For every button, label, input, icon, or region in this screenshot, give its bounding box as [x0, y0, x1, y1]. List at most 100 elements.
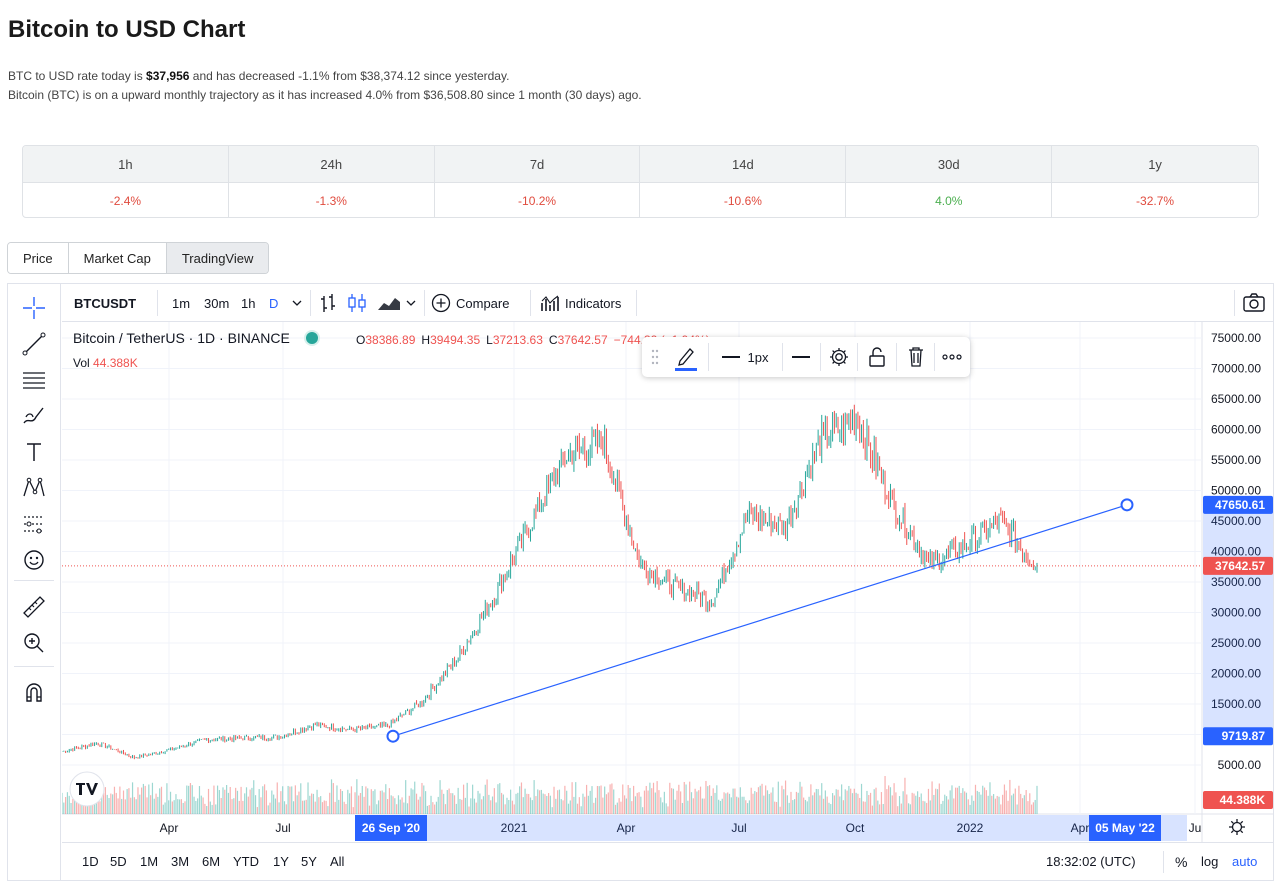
volume-bar: [839, 796, 841, 814]
volume-bar: [801, 786, 803, 814]
range-5d[interactable]: 5D: [110, 854, 127, 869]
compare-button[interactable]: Compare: [431, 284, 509, 322]
volume-bar: [622, 784, 624, 814]
volume-bar: [1018, 785, 1020, 814]
volume-bar: [982, 785, 984, 814]
range-1m[interactable]: 1M: [140, 854, 159, 869]
volume-bar: [654, 792, 656, 814]
drag-handle-icon[interactable]: [650, 337, 660, 377]
log-scale-toggle[interactable]: log: [1201, 854, 1219, 869]
volume-bar: [1027, 801, 1029, 814]
prediction-icon[interactable]: [21, 511, 47, 537]
crosshair-icon[interactable]: [21, 295, 47, 321]
volume-bar: [804, 799, 807, 814]
emoji-icon[interactable]: [21, 547, 47, 573]
more-icon[interactable]: [938, 337, 966, 377]
range-1y[interactable]: 1Y: [273, 854, 289, 869]
toolbar-divider: [857, 343, 858, 371]
symbol-search-button[interactable]: BTCUSDT: [74, 295, 137, 311]
tab-tradingview[interactable]: TradingView: [166, 243, 269, 273]
interval-30m[interactable]: 30m: [204, 295, 230, 311]
volume-bar: [399, 799, 401, 814]
auto-scale-toggle[interactable]: auto: [1232, 854, 1258, 869]
price-chart[interactable]: 75000.00 70000.00 65000.00 60000.00 55000.00…: [62, 322, 1273, 842]
line-color-icon[interactable]: [672, 337, 700, 377]
trend-line-icon[interactable]: [21, 331, 47, 357]
range-5y[interactable]: 5Y: [301, 854, 317, 869]
volume-bar: [687, 800, 689, 814]
percent-scale-toggle[interactable]: %: [1175, 853, 1188, 870]
line-style-button[interactable]: [784, 337, 818, 377]
volume-bar: [500, 792, 503, 814]
volume-label: Vol: [73, 356, 90, 370]
summary-text: and has decreased -1.1% from $38,374.12 …: [189, 69, 510, 83]
volume-bar: [462, 784, 465, 814]
volume-bar: [743, 796, 745, 814]
ruler-icon[interactable]: [21, 594, 47, 620]
volume-bar: [93, 800, 96, 814]
volume-bar: [274, 798, 277, 814]
volume-bar: [430, 795, 432, 814]
camera-icon[interactable]: [1242, 284, 1266, 322]
trash-icon[interactable]: [902, 337, 930, 377]
volume-bar: [188, 785, 190, 814]
text-tool-icon[interactable]: [21, 439, 47, 465]
volume-bar: [1000, 804, 1002, 814]
volume-bar: [994, 798, 996, 814]
utc-clock[interactable]: 18:32:02 (UTC): [1046, 854, 1136, 869]
interval-1m[interactable]: 1m: [172, 295, 191, 311]
volume-bar: [660, 797, 662, 814]
range-all[interactable]: All: [330, 854, 345, 869]
bar-chart-type-icon[interactable]: [318, 284, 338, 322]
volume-bar: [381, 790, 383, 814]
volume-bar: [222, 787, 224, 814]
volume-bar: [596, 786, 599, 814]
volume-bar: [439, 780, 441, 814]
volume-bar: [676, 790, 678, 814]
volume-bar: [215, 804, 217, 814]
volume-bar: [862, 801, 864, 814]
interval-D[interactable]: D: [269, 295, 279, 311]
fib-retracement-icon[interactable]: [21, 367, 47, 393]
trend-line-start-handle: [386, 729, 400, 743]
volume-bar: [403, 802, 405, 814]
magnet-icon[interactable]: [21, 680, 47, 706]
candles-chart-type-icon[interactable]: [346, 284, 368, 322]
range-1d[interactable]: 1D: [82, 854, 99, 869]
indicators-button[interactable]: Indicators: [540, 284, 621, 322]
interval-1h[interactable]: 1h: [241, 295, 256, 311]
tab-market-cap[interactable]: Market Cap: [68, 243, 167, 273]
volume-bar: [486, 779, 488, 814]
chevron-down-icon[interactable]: [405, 284, 417, 322]
volume-bar: [757, 787, 760, 814]
volume-bar: [150, 795, 152, 814]
line-width-button[interactable]: 1px: [714, 337, 776, 377]
tab-price[interactable]: Price: [8, 243, 69, 273]
volume-bar: [263, 784, 266, 814]
volume-bar: [493, 788, 495, 814]
volume-bar: [227, 792, 230, 814]
volume-bar: [401, 797, 403, 814]
settings-gear-icon[interactable]: [825, 337, 853, 377]
volume-bar: [661, 802, 664, 814]
unlock-icon[interactable]: [863, 337, 891, 377]
volume-bar: [180, 799, 182, 814]
range-ytd[interactable]: YTD: [233, 854, 259, 869]
volume-bar: [374, 789, 376, 814]
volume-badge: 44.388K: [1220, 793, 1266, 807]
volume-bar: [323, 800, 325, 814]
volume-bar: [953, 798, 955, 814]
time-tick-label: Jul: [731, 821, 746, 835]
area-chart-type-icon[interactable]: [376, 284, 402, 322]
brush-icon[interactable]: [21, 403, 47, 429]
range-3m[interactable]: 3M: [171, 854, 190, 869]
volume-bar: [307, 782, 309, 814]
volume-bar: [296, 795, 298, 814]
zoom-in-icon[interactable]: [21, 630, 47, 656]
pattern-icon[interactable]: [21, 475, 47, 501]
volume-bar: [103, 792, 105, 814]
chevron-down-icon[interactable]: [291, 284, 303, 322]
volume-bar: [560, 799, 562, 814]
range-6m[interactable]: 6M: [202, 854, 221, 869]
volume-bar: [537, 789, 539, 814]
